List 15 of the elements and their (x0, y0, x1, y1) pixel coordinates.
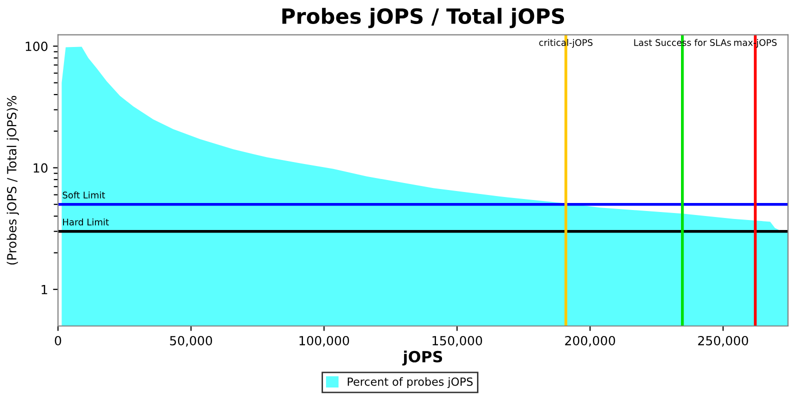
y-axis-title: (Probes jOPS / Total jOPS)% (6, 96, 19, 265)
x-tick-label: 200,000 (565, 336, 616, 347)
chart-title: Probes jOPS / Total jOPS (282, 8, 564, 28)
y-tick-label: 10 (34, 163, 48, 173)
x-tick-label: 0 (54, 336, 62, 346)
y-tick-label: 100 (26, 42, 48, 52)
x-tick-label: 150,000 (432, 336, 482, 347)
x-tick-label: 100,000 (300, 336, 350, 347)
x-tick-label: 50,000 (170, 336, 212, 347)
ref-line-label: Hard Limit (63, 218, 109, 226)
ref-line-label: Soft Limit (62, 191, 106, 198)
x-axis-title: jOPS (402, 350, 442, 366)
y-tick-label: 1 (42, 285, 48, 294)
x-tick-label: 250,000 (698, 336, 748, 347)
legend-label: Percent of probes jOPS (348, 377, 473, 388)
